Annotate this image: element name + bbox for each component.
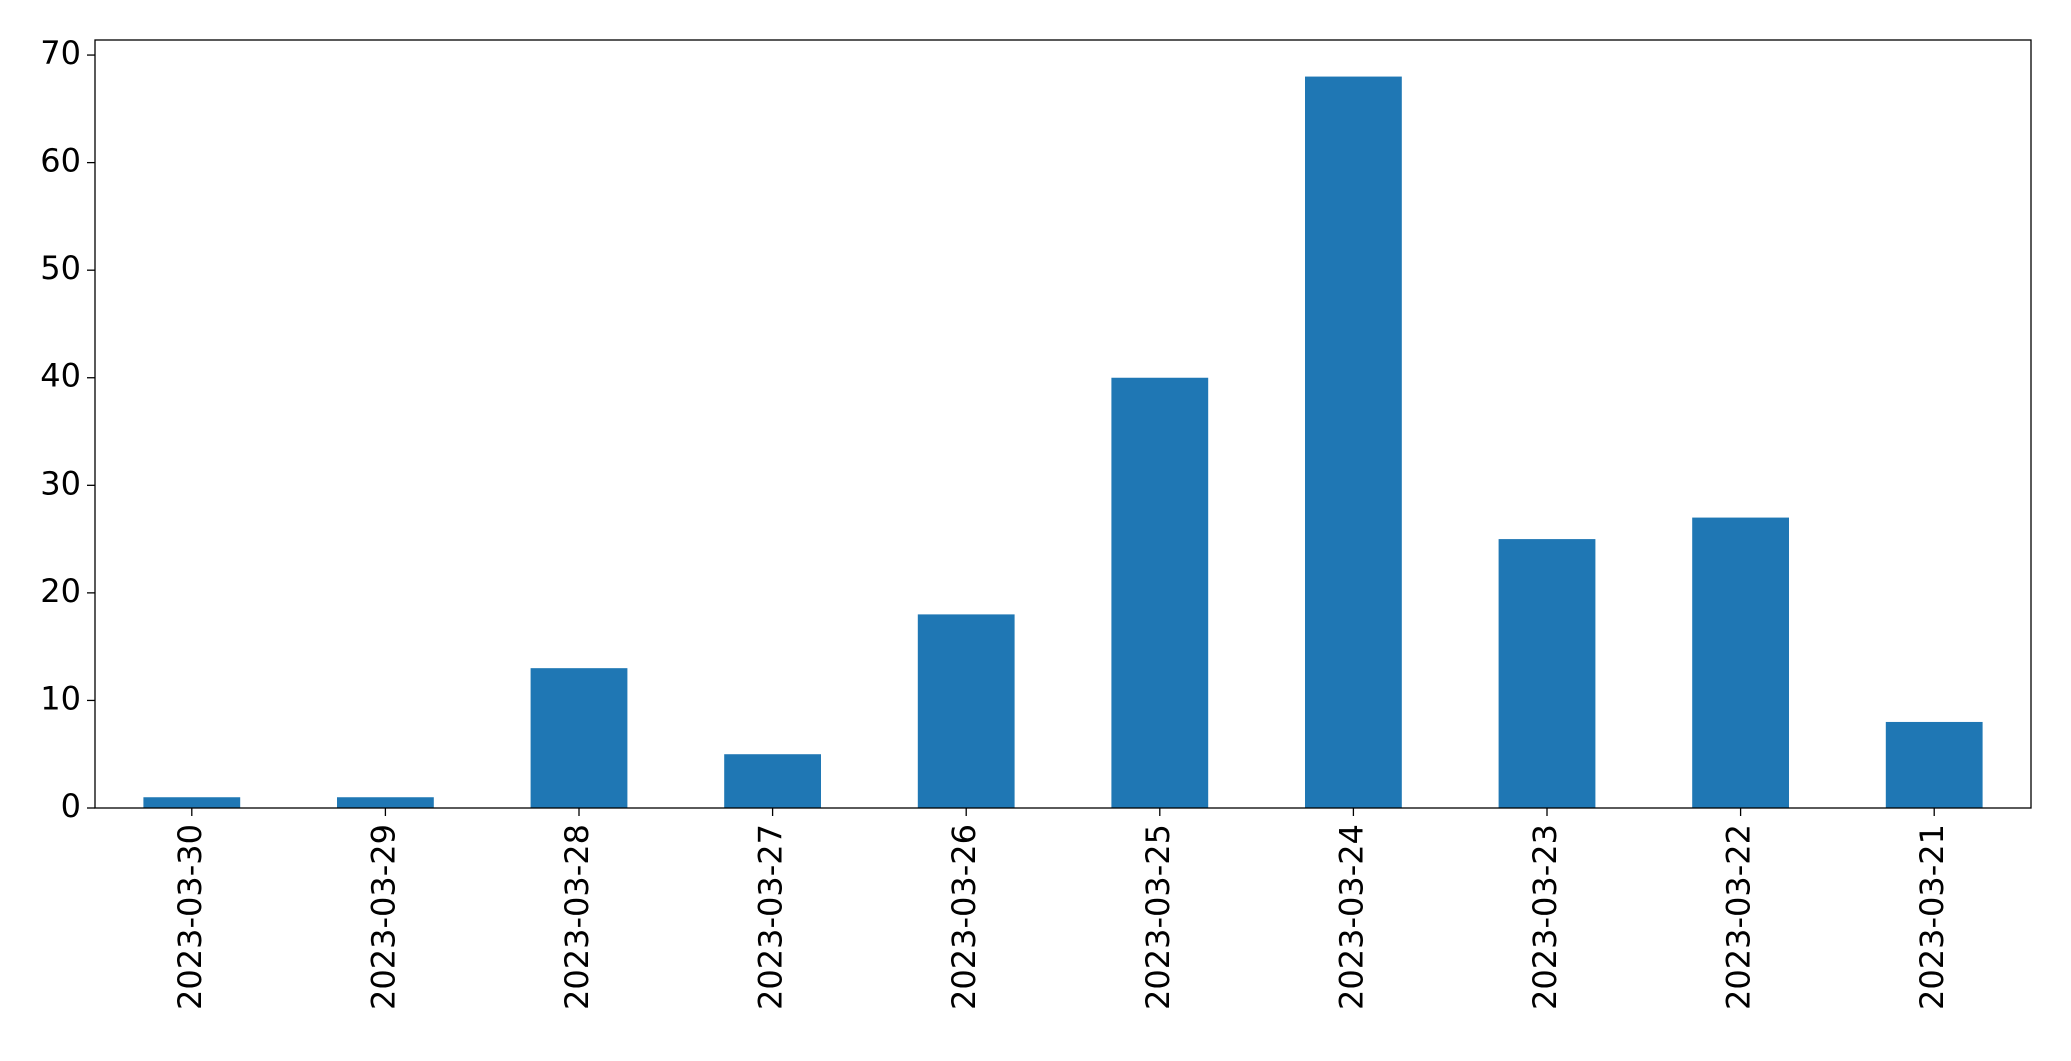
y-tick-label: 70	[40, 34, 81, 72]
bar	[1111, 377, 1209, 808]
bar	[1305, 76, 1402, 809]
x-tick-label: 2023-03-30	[171, 824, 209, 1010]
y-tick-label: 40	[40, 357, 81, 395]
bar	[1692, 517, 1789, 808]
x-tick-label: 2023-03-28	[558, 824, 596, 1010]
y-tick-label: 50	[40, 249, 81, 287]
x-tick-label: 2023-03-24	[1332, 824, 1370, 1010]
x-tick-label: 2023-03-26	[945, 824, 983, 1010]
x-tick-label: 2023-03-25	[1139, 824, 1177, 1010]
x-tick-label: 2023-03-29	[364, 824, 402, 1010]
x-tick-label: 2023-03-21	[1913, 824, 1951, 1010]
bar	[143, 797, 241, 808]
bar	[1498, 539, 1596, 808]
bar	[724, 754, 821, 808]
axes-frame	[94, 39, 2032, 809]
x-tick-label: 2023-03-22	[1720, 824, 1758, 1010]
y-tick-label: 60	[40, 142, 81, 180]
y-tick-label: 10	[40, 679, 81, 717]
x-tick-label: 2023-03-23	[1526, 824, 1564, 1010]
bar	[917, 614, 1015, 808]
bar	[1885, 721, 1983, 808]
y-tick-label: 0	[61, 787, 81, 825]
bar	[530, 668, 628, 808]
bar	[337, 797, 434, 808]
y-tick-label: 20	[40, 572, 81, 610]
plot-area	[143, 76, 1983, 809]
x-tick-label: 2023-03-27	[752, 824, 790, 1010]
y-tick-label: 30	[40, 464, 81, 502]
